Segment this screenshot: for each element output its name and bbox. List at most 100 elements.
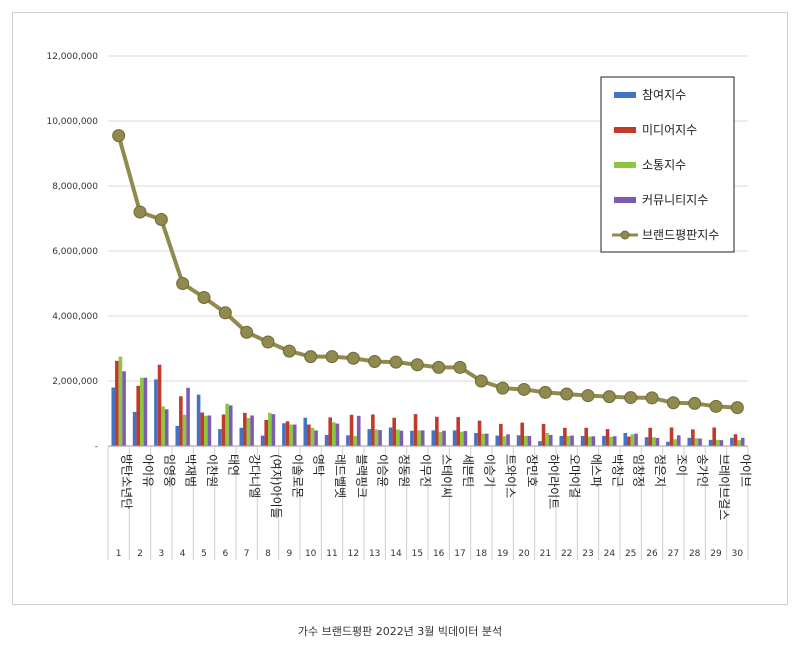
line-point <box>133 205 147 219</box>
bar <box>708 439 713 446</box>
x-rank-label: 7 <box>244 549 250 559</box>
bar <box>516 435 521 446</box>
bar <box>698 438 702 446</box>
y-axis: - 2,000,000 4,000,000 6,000,000 8,000,000 10,… <box>46 52 98 452</box>
x-rank-label: 15 <box>412 549 423 559</box>
legend-label: 미디어지수 <box>642 123 697 137</box>
x-rank-label: 1 <box>116 549 122 559</box>
bar <box>367 429 372 446</box>
y-tick-label: 8,000,000 <box>52 182 98 192</box>
bar <box>712 427 716 446</box>
x-rank-label: 19 <box>497 549 509 559</box>
legend-label: 소통지수 <box>642 158 686 172</box>
line-point <box>688 396 702 410</box>
bar <box>122 371 126 446</box>
bar <box>154 379 158 446</box>
bar <box>396 429 400 446</box>
bar <box>268 412 272 446</box>
bar <box>474 433 478 446</box>
bar <box>452 430 457 446</box>
bar <box>655 437 660 446</box>
x-rank-label: 5 <box>201 549 207 559</box>
x-category-label: 에스파 <box>589 454 603 487</box>
legend-box <box>600 76 735 253</box>
bar <box>164 409 169 446</box>
line-point <box>517 382 531 396</box>
bar <box>179 396 183 446</box>
line-point <box>432 360 446 374</box>
x-category-label: 이찬원 <box>205 454 220 487</box>
line-point <box>282 344 296 358</box>
line-point <box>197 290 211 304</box>
x-rank-label: 17 <box>454 549 465 559</box>
bar <box>374 429 379 446</box>
x-rank-label: 4 <box>180 549 186 559</box>
x-category-label: 아이브 <box>738 454 752 487</box>
x-rank-label: 28 <box>689 549 701 559</box>
bar <box>588 436 592 446</box>
bar <box>442 430 446 446</box>
bar <box>559 435 564 446</box>
bar <box>200 412 204 446</box>
x-rank-label: 8 <box>265 549 271 559</box>
line-point <box>325 350 339 364</box>
line-point <box>240 325 254 339</box>
bar <box>349 414 354 446</box>
line-point <box>453 360 467 374</box>
bar <box>730 437 734 446</box>
x-category-label: 영탁 <box>312 454 326 476</box>
y-tick-label: 12,000,000 <box>46 52 98 62</box>
bar <box>353 435 357 446</box>
bars <box>111 356 745 446</box>
x-rank-label: 20 <box>518 549 530 559</box>
legend-marker <box>620 230 630 240</box>
x-category-label: 박재범 <box>184 454 198 487</box>
x-category-label: 조이 <box>674 454 688 476</box>
bar <box>136 385 140 446</box>
bar <box>161 406 165 446</box>
bar <box>644 437 649 446</box>
bar <box>417 430 421 446</box>
line-point <box>368 355 382 368</box>
line-point <box>645 391 659 405</box>
x-rank-label: 27 <box>668 549 679 559</box>
bar <box>691 429 695 446</box>
x-rank-label: 13 <box>369 549 380 559</box>
bar <box>563 427 567 446</box>
bar <box>687 437 692 446</box>
bar <box>666 441 670 446</box>
bar <box>609 436 613 446</box>
bar <box>566 435 571 446</box>
bar <box>250 415 254 446</box>
legend-label: 브랜드평판지수 <box>642 228 719 242</box>
x-rank-label: 30 <box>732 549 744 559</box>
bar <box>634 433 638 446</box>
x-category-label: 레드벨벳 <box>333 454 347 498</box>
bar <box>371 414 375 446</box>
legend-swatch <box>614 92 636 98</box>
bar <box>456 417 460 446</box>
bar <box>204 415 208 446</box>
bar <box>740 437 745 446</box>
bar <box>495 435 500 446</box>
x-rank-label: 21 <box>540 549 551 559</box>
x-category-label: 이솔로몬 <box>290 454 304 498</box>
legend-label: 참여지수 <box>642 88 686 102</box>
legend-swatch <box>614 127 636 133</box>
line-point <box>560 387 574 401</box>
bar <box>264 420 268 446</box>
x-category-label: 장민호 <box>525 454 539 487</box>
bar <box>196 394 201 446</box>
line-point <box>261 335 275 349</box>
x-rank-label: 16 <box>433 549 445 559</box>
bar <box>292 424 297 446</box>
x-category-label: 이승기 <box>482 454 496 487</box>
bar <box>719 440 724 446</box>
bar <box>623 433 628 446</box>
bar <box>289 424 293 446</box>
bar <box>506 434 510 446</box>
bar <box>392 417 396 446</box>
bar <box>175 425 180 446</box>
bar <box>332 422 336 446</box>
